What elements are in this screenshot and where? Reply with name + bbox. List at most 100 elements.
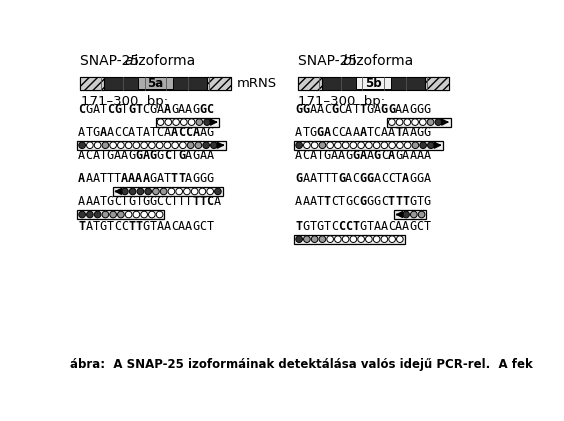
Text: C: C bbox=[352, 172, 359, 185]
Text: G: G bbox=[135, 149, 143, 162]
Text: G: G bbox=[316, 220, 324, 233]
Circle shape bbox=[102, 142, 109, 149]
Bar bbox=[156, 117, 219, 127]
Text: A: A bbox=[85, 172, 92, 185]
Text: G: G bbox=[128, 149, 135, 162]
Text: C: C bbox=[388, 172, 395, 185]
Text: A: A bbox=[402, 126, 409, 139]
Text: A: A bbox=[374, 220, 381, 233]
Text: A: A bbox=[302, 172, 310, 185]
Bar bbox=[425, 77, 449, 90]
Text: A: A bbox=[206, 149, 214, 162]
Circle shape bbox=[117, 142, 124, 149]
Circle shape bbox=[207, 188, 214, 195]
Circle shape bbox=[125, 211, 132, 218]
Text: C: C bbox=[381, 149, 388, 162]
Text: G: G bbox=[416, 172, 424, 185]
Text: A: A bbox=[128, 172, 135, 185]
Text: A: A bbox=[381, 126, 388, 139]
Circle shape bbox=[303, 142, 310, 149]
Circle shape bbox=[404, 142, 411, 149]
Text: A: A bbox=[192, 126, 200, 139]
Text: T: T bbox=[395, 126, 402, 139]
Circle shape bbox=[396, 142, 403, 149]
Text: A: A bbox=[324, 126, 331, 139]
Text: G: G bbox=[302, 220, 310, 233]
Bar bbox=[112, 187, 223, 196]
Text: A: A bbox=[359, 126, 367, 139]
Circle shape bbox=[373, 142, 380, 149]
Text: C: C bbox=[338, 220, 345, 233]
Text: C: C bbox=[114, 126, 121, 139]
Text: C: C bbox=[164, 195, 171, 208]
Text: T: T bbox=[424, 220, 431, 233]
Text: A: A bbox=[345, 172, 352, 185]
Text: T: T bbox=[200, 195, 206, 208]
Text: G: G bbox=[295, 172, 302, 185]
Text: A: A bbox=[374, 172, 381, 185]
Circle shape bbox=[428, 142, 434, 149]
Text: T: T bbox=[388, 195, 395, 208]
Text: A: A bbox=[135, 172, 143, 185]
Text: T: T bbox=[92, 220, 100, 233]
Text: T: T bbox=[135, 126, 143, 139]
Text: T: T bbox=[100, 172, 107, 185]
Circle shape bbox=[110, 142, 116, 149]
Circle shape bbox=[199, 188, 206, 195]
Text: G: G bbox=[409, 220, 416, 233]
Circle shape bbox=[412, 119, 418, 125]
Text: C: C bbox=[388, 220, 395, 233]
Text: A: A bbox=[416, 149, 424, 162]
Text: T: T bbox=[338, 195, 345, 208]
Bar bbox=[356, 77, 390, 89]
Text: A: A bbox=[402, 149, 409, 162]
Text: G: G bbox=[359, 220, 367, 233]
Text: A: A bbox=[107, 126, 114, 139]
Text: G: G bbox=[359, 195, 367, 208]
Circle shape bbox=[137, 188, 144, 195]
Text: A: A bbox=[402, 220, 409, 233]
Text: A: A bbox=[78, 195, 85, 208]
Text: T: T bbox=[128, 220, 135, 233]
Text: G: G bbox=[192, 149, 200, 162]
Text: T: T bbox=[107, 172, 114, 185]
Text: A: A bbox=[214, 195, 221, 208]
Text: T: T bbox=[206, 220, 214, 233]
Text: C: C bbox=[338, 103, 345, 116]
Text: C: C bbox=[157, 126, 164, 139]
Text: G: G bbox=[345, 149, 352, 162]
Text: A: A bbox=[78, 149, 85, 162]
Text: T: T bbox=[367, 126, 374, 139]
Text: A: A bbox=[388, 126, 395, 139]
Circle shape bbox=[156, 211, 163, 218]
Text: G: G bbox=[178, 149, 185, 162]
Text: C: C bbox=[331, 195, 338, 208]
Text: A: A bbox=[345, 103, 352, 116]
Bar bbox=[298, 77, 321, 90]
Circle shape bbox=[133, 211, 140, 218]
Text: C: C bbox=[331, 126, 338, 139]
Text: C: C bbox=[200, 220, 206, 233]
Circle shape bbox=[296, 236, 302, 242]
Text: 171–300. bp:: 171–300. bp: bbox=[81, 95, 169, 108]
Bar bbox=[80, 77, 231, 90]
Circle shape bbox=[358, 236, 364, 242]
Text: G: G bbox=[157, 149, 164, 162]
Circle shape bbox=[204, 119, 210, 125]
Text: C: C bbox=[345, 220, 352, 233]
Bar bbox=[298, 77, 449, 90]
Circle shape bbox=[319, 142, 325, 149]
Text: G: G bbox=[206, 126, 214, 139]
Circle shape bbox=[153, 188, 159, 195]
Text: G: G bbox=[424, 195, 431, 208]
Text: C: C bbox=[206, 103, 214, 116]
Text: 171–300. bp:: 171–300. bp: bbox=[298, 95, 385, 108]
Text: G: G bbox=[367, 103, 374, 116]
Circle shape bbox=[381, 236, 387, 242]
Circle shape bbox=[396, 119, 403, 125]
Text: A: A bbox=[164, 103, 171, 116]
Text: T: T bbox=[114, 172, 121, 185]
Text: A: A bbox=[424, 172, 431, 185]
Bar bbox=[294, 141, 443, 150]
Text: A: A bbox=[200, 126, 206, 139]
